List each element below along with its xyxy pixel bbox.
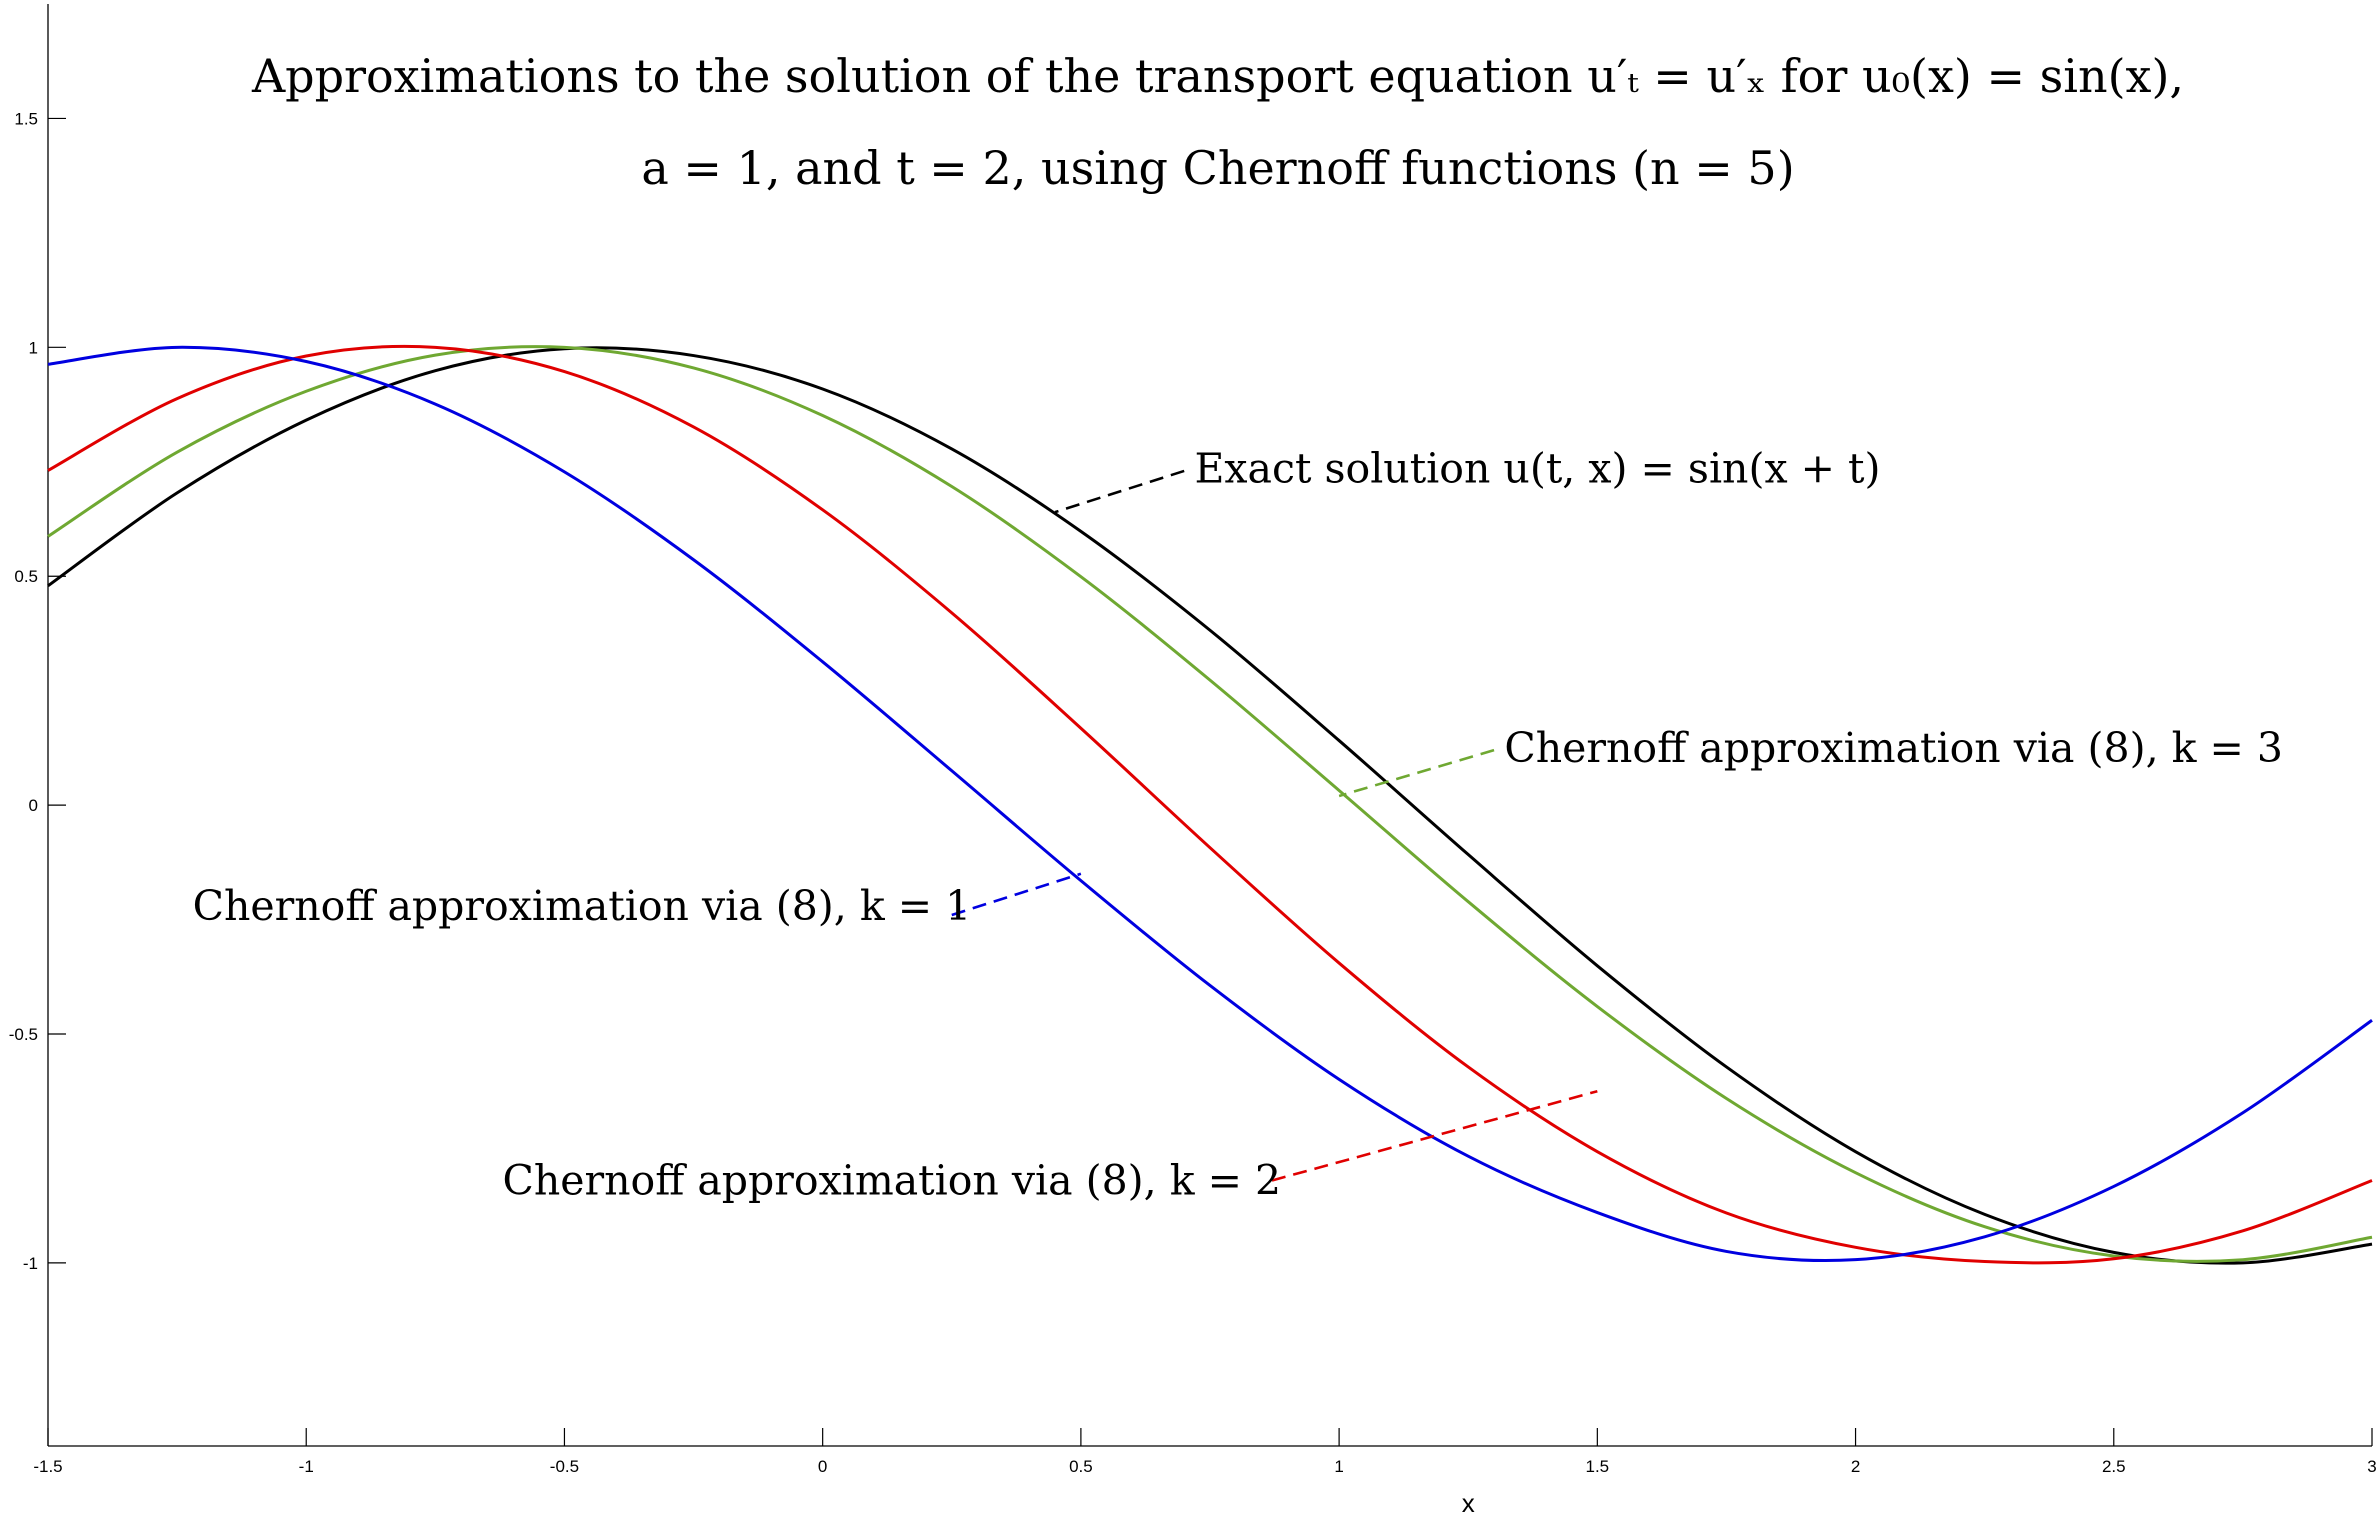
annotation-leader-3 <box>951 872 1082 917</box>
y-tick-label: 0 <box>29 796 38 815</box>
annotation-layer: Exact solution u(t, x) = sin(x + t) Chern… <box>193 445 2283 1205</box>
x-axis-title: x <box>1462 1488 1475 1513</box>
x-tick-label: -0.5 <box>550 1457 579 1476</box>
annotation-label-4: Chernoff approximation via (8), k = 2 <box>502 1156 1281 1204</box>
annotation-leader-2 <box>1338 748 1495 798</box>
series-line-2 <box>47 345 2373 1263</box>
annotation-label-1: Exact solution u(t, x) = sin(x + t) <box>1195 445 1881 493</box>
x-tick-label: 0 <box>818 1457 827 1476</box>
series-line-1 <box>47 346 2373 1265</box>
annotation-label-3: Chernoff approximation via (8), k = 1 <box>193 882 972 930</box>
chart-title-line-2: a = 1, and t = 2, using Chernoff functio… <box>641 141 1794 195</box>
series-line-4 <box>47 345 2373 1263</box>
series-line-3 <box>47 344 2373 1265</box>
series-layer <box>47 344 2373 1265</box>
y-tick-label: 1.5 <box>14 109 38 128</box>
x-tick-label: 2 <box>1851 1457 1860 1476</box>
x-tick-label: 3 <box>2367 1457 2376 1476</box>
x-tick-label: -1 <box>299 1457 314 1476</box>
annotation-label-2: Chernoff approximation via (8), k = 3 <box>1504 724 2283 772</box>
chart-title-line-1: Approximations to the solution of the tr… <box>251 49 2184 103</box>
x-tick-label: 1 <box>1334 1457 1343 1476</box>
x-tick-label: 0.5 <box>1069 1457 1093 1476</box>
y-tick-label: -1 <box>23 1254 38 1273</box>
x-tick-label: 1.5 <box>1586 1457 1610 1476</box>
y-tick-label: -0.5 <box>9 1025 38 1044</box>
plot-area <box>47 4 2372 1447</box>
tick-layer: -1.5 -1 -0.5 0 0.5 1 1.5 2 2.5 3 -1 -0.5 0 0.5 1 1.5 <box>9 109 2377 1476</box>
annotation-leader-1 <box>1054 469 1185 514</box>
chart-title: Approximations to the solution of the tr… <box>251 49 2184 195</box>
y-tick-label: 0.5 <box>14 567 38 586</box>
x-tick-label: 2.5 <box>2102 1457 2126 1476</box>
annotation-leader-4 <box>1271 1089 1598 1182</box>
y-tick-label: 1 <box>29 338 38 357</box>
x-tick-label: -1.5 <box>33 1457 62 1476</box>
